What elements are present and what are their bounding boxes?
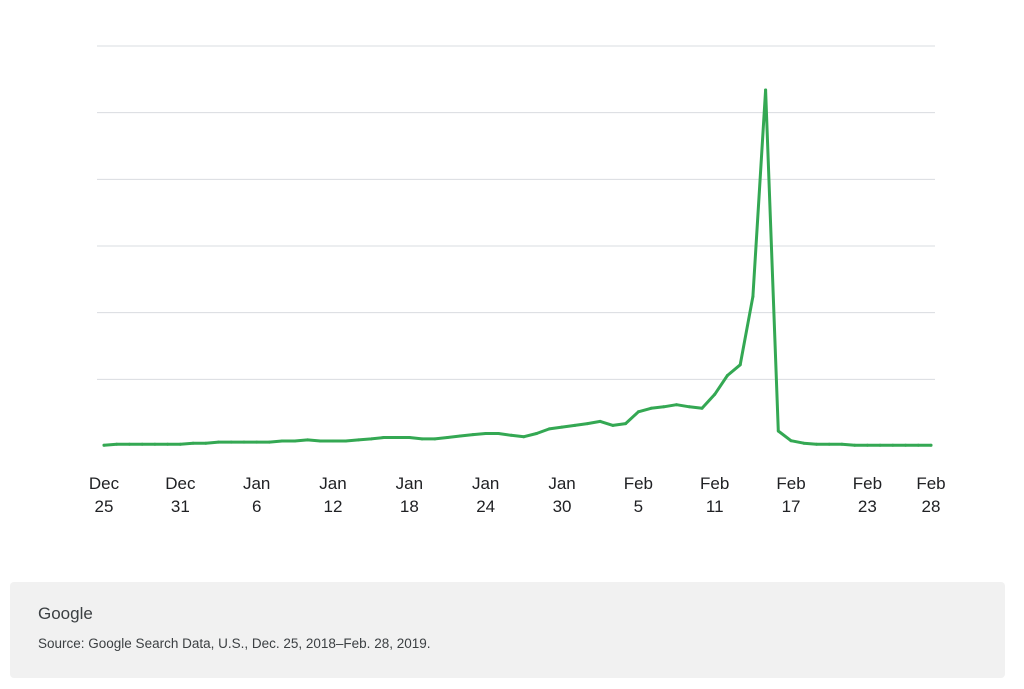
data-point xyxy=(140,442,144,446)
x-tick-label: Dec 31 xyxy=(165,474,196,516)
data-point xyxy=(458,434,462,438)
data-point xyxy=(217,440,220,444)
data-point xyxy=(178,442,182,446)
data-point xyxy=(255,440,259,444)
data-point xyxy=(573,423,577,427)
data-point xyxy=(636,410,640,414)
x-tick-label: Jan 18 xyxy=(396,474,423,516)
data-point xyxy=(815,442,818,446)
data-point xyxy=(153,442,157,446)
data-point xyxy=(738,363,742,367)
source-footer: Google Source: Google Search Data, U.S.,… xyxy=(10,582,1005,678)
data-point xyxy=(827,442,831,446)
data-point xyxy=(433,437,437,441)
data-point xyxy=(204,441,208,445)
source-note: Source: Google Search Data, U.S., Dec. 2… xyxy=(38,636,431,651)
x-tick-label: Jan 6 xyxy=(243,474,270,516)
data-point xyxy=(560,425,564,429)
data-point xyxy=(267,440,271,444)
data-point xyxy=(929,443,933,447)
data-point xyxy=(725,374,729,377)
data-point xyxy=(496,432,500,435)
data-point xyxy=(853,443,857,447)
chart-area: Dec 25 Dec 31 Jan 6 Jan 12 Jan 18 Jan 24 Jan 30 Feb 5 Fe… xyxy=(89,45,946,516)
data-point xyxy=(547,427,551,431)
x-tick-label: Jan 30 xyxy=(548,474,575,516)
plot-area xyxy=(102,88,933,447)
x-tick-label: Feb 23 xyxy=(853,474,882,516)
brand-label: Google xyxy=(38,604,93,623)
data-point xyxy=(395,436,399,439)
data-point xyxy=(535,432,539,435)
data-point xyxy=(407,436,411,439)
data-point xyxy=(789,439,793,443)
data-point xyxy=(598,419,602,423)
data-point xyxy=(776,429,780,433)
data-point xyxy=(700,406,704,410)
x-tick-label: Dec 25 xyxy=(89,474,120,516)
data-point xyxy=(611,423,615,427)
data-point xyxy=(687,405,691,409)
data-point xyxy=(115,442,119,446)
data-point xyxy=(166,442,170,446)
data-point xyxy=(649,406,653,410)
x-tick-label: Feb 28 xyxy=(916,474,945,516)
x-tick-label: Jan 24 xyxy=(472,474,499,516)
data-point xyxy=(280,439,284,443)
data-point xyxy=(293,439,297,443)
data-point xyxy=(840,442,844,446)
data-point xyxy=(751,295,755,298)
data-point xyxy=(420,437,424,441)
data-point xyxy=(242,440,246,444)
data-point xyxy=(306,438,310,442)
data-point xyxy=(662,405,666,409)
data-point xyxy=(586,422,589,426)
data-point xyxy=(624,422,628,426)
x-axis-ticks: Dec 25 Dec 31 Jan 6 Jan 12 Jan 18 Jan 24 Jan 30 Feb 5 Fe… xyxy=(89,474,946,516)
data-point xyxy=(675,403,678,407)
data-point xyxy=(446,436,449,439)
data-point xyxy=(891,443,895,447)
series-line xyxy=(102,88,933,447)
data-point xyxy=(229,440,233,444)
line-chart: Dec 25 Dec 31 Jan 6 Jan 12 Jan 18 Jan 24 Jan 30 Feb 5 Fe… xyxy=(89,45,946,516)
data-point xyxy=(471,433,475,437)
data-point xyxy=(713,392,717,396)
x-tick-label: Feb 11 xyxy=(700,474,729,516)
data-point xyxy=(331,439,335,443)
data-point xyxy=(344,439,348,443)
data-point xyxy=(357,438,360,442)
gridlines xyxy=(97,45,935,380)
data-point xyxy=(764,88,768,92)
data-point xyxy=(484,432,488,435)
data-point xyxy=(878,443,882,447)
data-point xyxy=(127,442,131,446)
data-point xyxy=(369,437,373,441)
data-point xyxy=(102,443,106,447)
data-point xyxy=(382,436,386,439)
data-point xyxy=(904,443,908,447)
data-point xyxy=(916,443,920,447)
series-points xyxy=(102,88,933,447)
x-tick-label: Feb 5 xyxy=(624,474,653,516)
x-tick-label: Feb 17 xyxy=(776,474,805,516)
data-point xyxy=(802,441,806,445)
data-point xyxy=(509,433,513,437)
data-point xyxy=(865,443,869,447)
data-point xyxy=(522,435,526,439)
data-point xyxy=(191,441,195,445)
x-tick-label: Jan 12 xyxy=(319,474,346,516)
data-point xyxy=(318,439,322,443)
